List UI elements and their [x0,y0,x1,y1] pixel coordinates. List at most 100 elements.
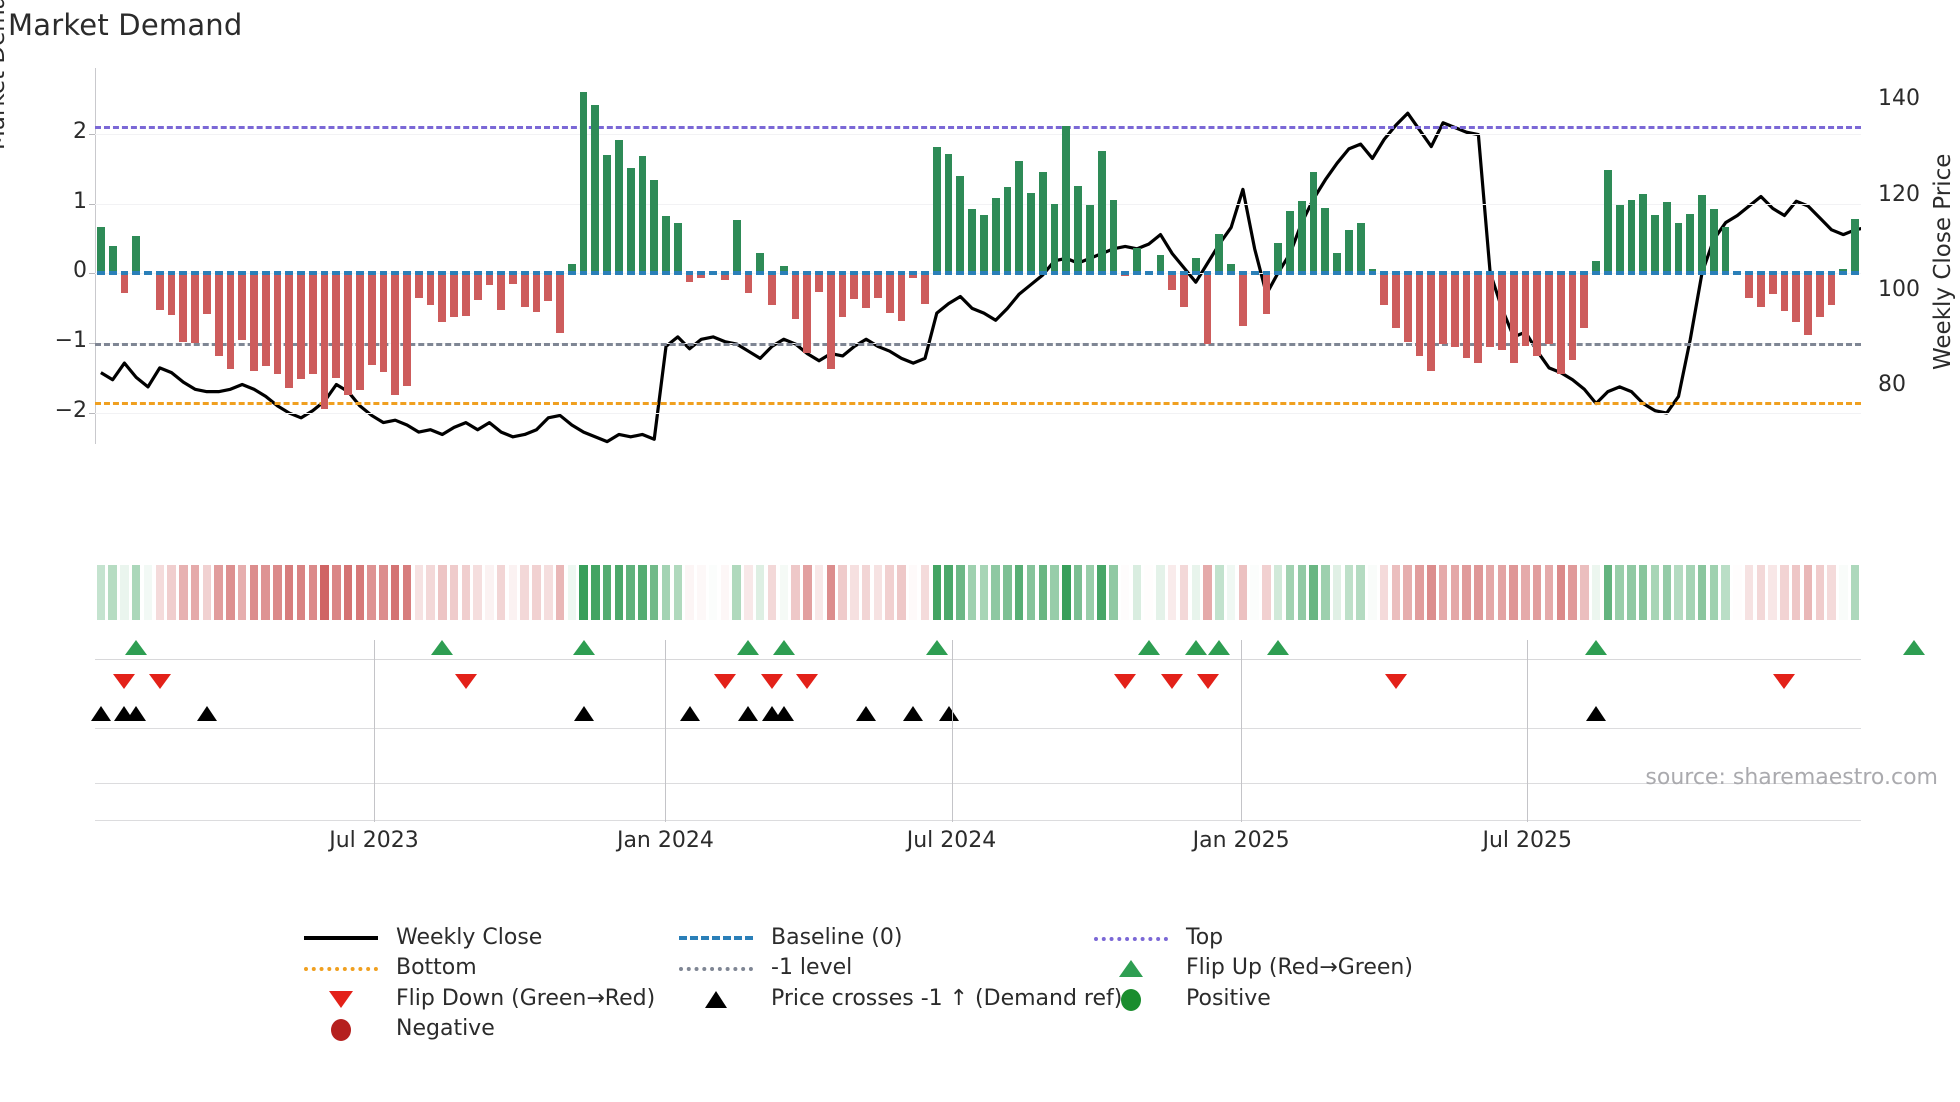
baseline-tick [367,271,376,276]
demand-bar [1321,207,1330,274]
demand-bar [1062,125,1071,274]
baseline-tick [662,271,670,276]
demand-bar [1474,273,1483,363]
demand-bar [1757,273,1765,307]
heat-cell [1203,565,1212,620]
legend-item[interactable]: Negative [300,1016,495,1041]
x-tick-label: Jul 2023 [329,828,419,853]
demand-bar [1533,273,1542,356]
heat-cell [1403,565,1412,620]
baseline-tick [1027,271,1035,276]
heat-cell [343,565,353,620]
heat-cell [602,565,612,620]
demand-bar [838,273,847,317]
demand-bar [1027,192,1035,274]
demand-bar [1698,195,1706,274]
demand-bar [356,273,364,390]
baseline-tick [1674,271,1683,276]
heat-cell [1556,565,1565,620]
demand-bar [1545,273,1553,345]
demand-bar [1827,273,1836,305]
heat-cell [1368,565,1377,620]
demand-bar [1015,160,1024,274]
demand-bar [779,266,788,274]
flip-up-marker-icon [1902,640,1925,655]
demand-bar [1180,273,1188,307]
heat-cell [1615,565,1624,620]
demand-bar [1662,202,1671,274]
demand-bar [1686,213,1695,274]
flip-down-marker-icon [1196,674,1219,689]
legend-item-label: -1 level [771,955,853,980]
heat-cell [1850,565,1860,620]
baseline-tick [650,271,659,276]
baseline-tick [803,271,812,276]
demand-bar [909,273,918,278]
gridline-y-0 [95,273,1861,275]
heat-cell [1285,565,1295,620]
demand-bar [1356,223,1365,274]
demand-bar [1603,170,1612,274]
baseline-tick [791,271,800,276]
demand-bar [756,252,765,274]
heat-cell [944,565,953,620]
x-tick-label: Jan 2024 [616,828,714,853]
heat-cell [179,565,188,620]
flip-up-marker-icon [925,640,948,655]
baseline-tick [638,271,647,276]
demand-bar [1003,187,1012,274]
heat-cell [1497,565,1507,620]
baseline-tick [1038,271,1047,276]
demand-bar [591,104,600,274]
legend-item[interactable]: Baseline (0) [675,925,902,950]
triangle-down-icon [300,988,382,1010]
weekly-close-line [100,111,1861,444]
baseline-tick [202,271,211,276]
baseline-tick [1498,271,1506,276]
legend-item[interactable]: Flip Down (Green→Red) [300,986,655,1011]
heat-cell [1026,565,1036,620]
baseline-tick [332,271,341,276]
heat-cell [1356,565,1365,620]
heat-cell [1085,565,1095,620]
heat-cell [1568,565,1577,620]
flip-up-marker-icon [125,640,148,655]
baseline-tick [732,271,741,276]
heat-cell [1509,565,1518,620]
legend-item[interactable]: Flip Up (Red→Green) [1090,955,1413,980]
heat-cell [1674,565,1683,620]
heat-cell [744,565,753,620]
baseline-tick [1686,271,1695,276]
price-cross-marker-icon [196,706,217,721]
heat-cell [591,565,600,620]
demand-bar [414,273,423,299]
legend-item[interactable]: -1 level [675,955,852,980]
baseline-tick [1462,271,1471,276]
heat-cell [1226,565,1236,620]
heat-cell [1438,565,1448,620]
price-line-svg [100,111,1861,444]
baseline-tick [1839,271,1848,276]
heat-cell [861,565,871,620]
demand-bar [1415,273,1424,356]
legend-item[interactable]: Positive [1090,986,1271,1011]
demand-bar [991,198,1000,274]
legend-item[interactable]: Bottom [300,955,477,980]
demand-bar [1074,185,1082,274]
legend-item[interactable]: Weekly Close [300,925,542,950]
heat-cell [461,565,471,620]
baseline-tick [897,271,906,276]
demand-bar [968,209,976,274]
demand-bar [1627,199,1636,274]
legend-item[interactable]: Top [1090,925,1223,950]
heat-cell [155,565,164,620]
legend-item-label: Positive [1186,986,1271,1011]
demand-bar [1792,273,1801,323]
reference-line-bottom [95,402,1861,406]
demand-bar [885,273,894,314]
heat-cell [1332,565,1342,620]
demand-bar [520,273,529,307]
legend-item[interactable]: Price crosses -1 ↑ (Demand ref) [675,986,1122,1011]
heat-cell [202,565,212,620]
demand-bar [1239,273,1247,326]
